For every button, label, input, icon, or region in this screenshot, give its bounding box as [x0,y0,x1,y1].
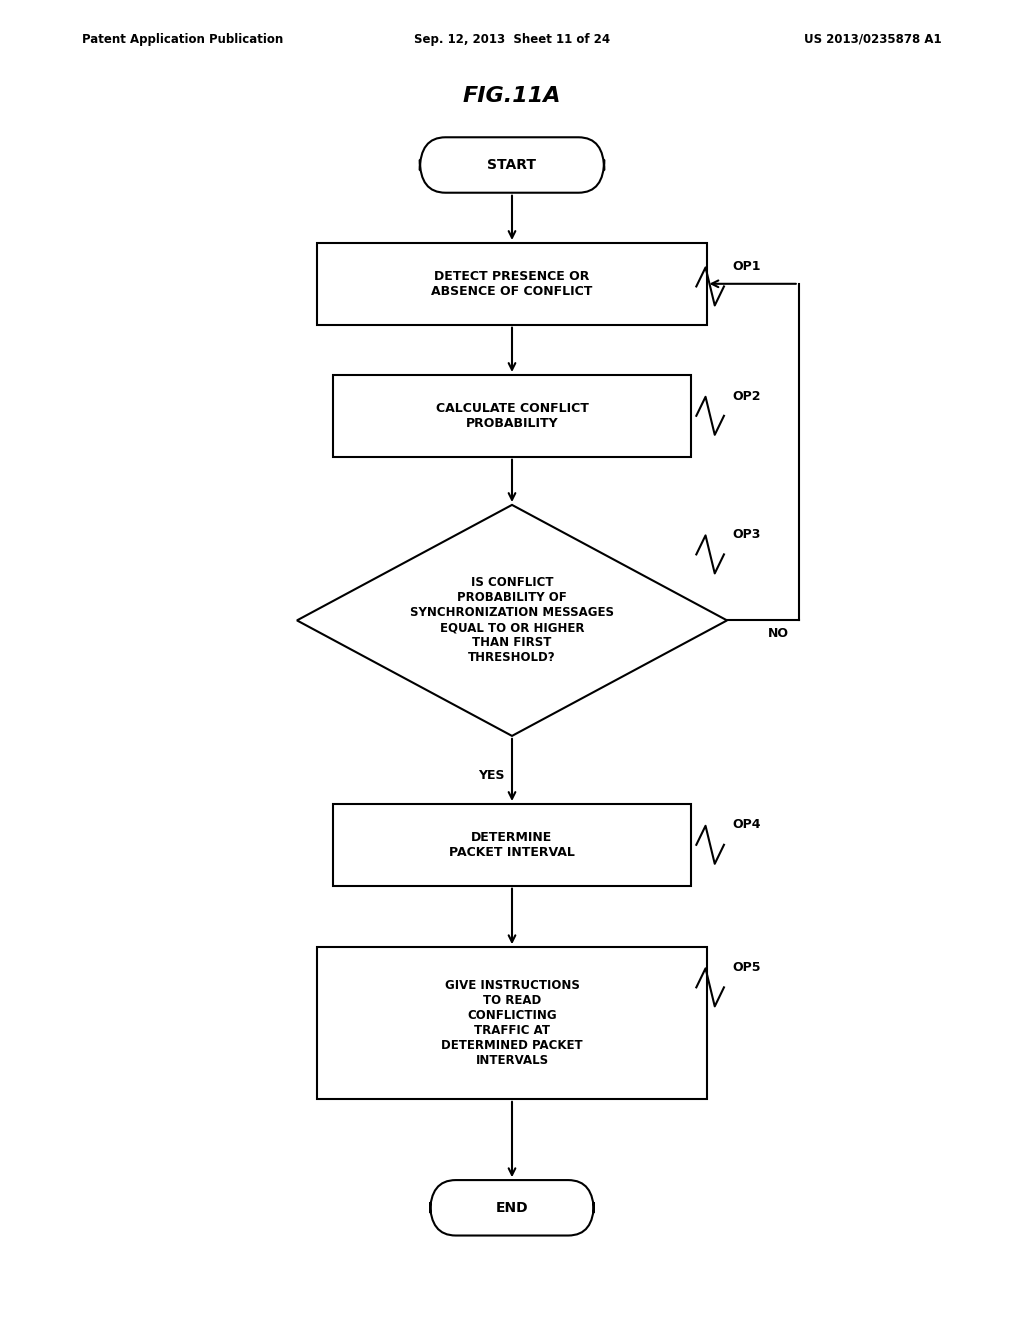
Text: CALCULATE CONFLICT
PROBABILITY: CALCULATE CONFLICT PROBABILITY [435,401,589,430]
FancyBboxPatch shape [333,804,691,886]
Text: NO: NO [768,627,790,640]
Text: OP3: OP3 [732,528,761,541]
Text: DETERMINE
PACKET INTERVAL: DETERMINE PACKET INTERVAL [450,830,574,859]
FancyBboxPatch shape [317,948,707,1098]
FancyBboxPatch shape [333,375,691,457]
FancyBboxPatch shape [430,1180,594,1236]
Polygon shape [297,504,727,737]
Text: IS CONFLICT
PROBABILITY OF
SYNCHRONIZATION MESSAGES
EQUAL TO OR HIGHER
THAN FIRS: IS CONFLICT PROBABILITY OF SYNCHRONIZATI… [410,577,614,664]
Text: START: START [487,158,537,172]
Text: GIVE INSTRUCTIONS
TO READ
CONFLICTING
TRAFFIC AT
DETERMINED PACKET
INTERVALS: GIVE INSTRUCTIONS TO READ CONFLICTING TR… [441,979,583,1067]
FancyBboxPatch shape [420,137,604,193]
Text: END: END [496,1201,528,1214]
Text: YES: YES [478,768,505,781]
FancyBboxPatch shape [317,243,707,325]
Text: FIG.11A: FIG.11A [463,86,561,106]
Text: OP5: OP5 [732,961,761,974]
Text: Patent Application Publication: Patent Application Publication [82,33,284,46]
Text: US 2013/0235878 A1: US 2013/0235878 A1 [805,33,942,46]
Text: Sep. 12, 2013  Sheet 11 of 24: Sep. 12, 2013 Sheet 11 of 24 [414,33,610,46]
Text: OP2: OP2 [732,389,761,403]
Text: OP1: OP1 [732,260,761,273]
Text: OP4: OP4 [732,818,761,832]
Text: DETECT PRESENCE OR
ABSENCE OF CONFLICT: DETECT PRESENCE OR ABSENCE OF CONFLICT [431,269,593,298]
